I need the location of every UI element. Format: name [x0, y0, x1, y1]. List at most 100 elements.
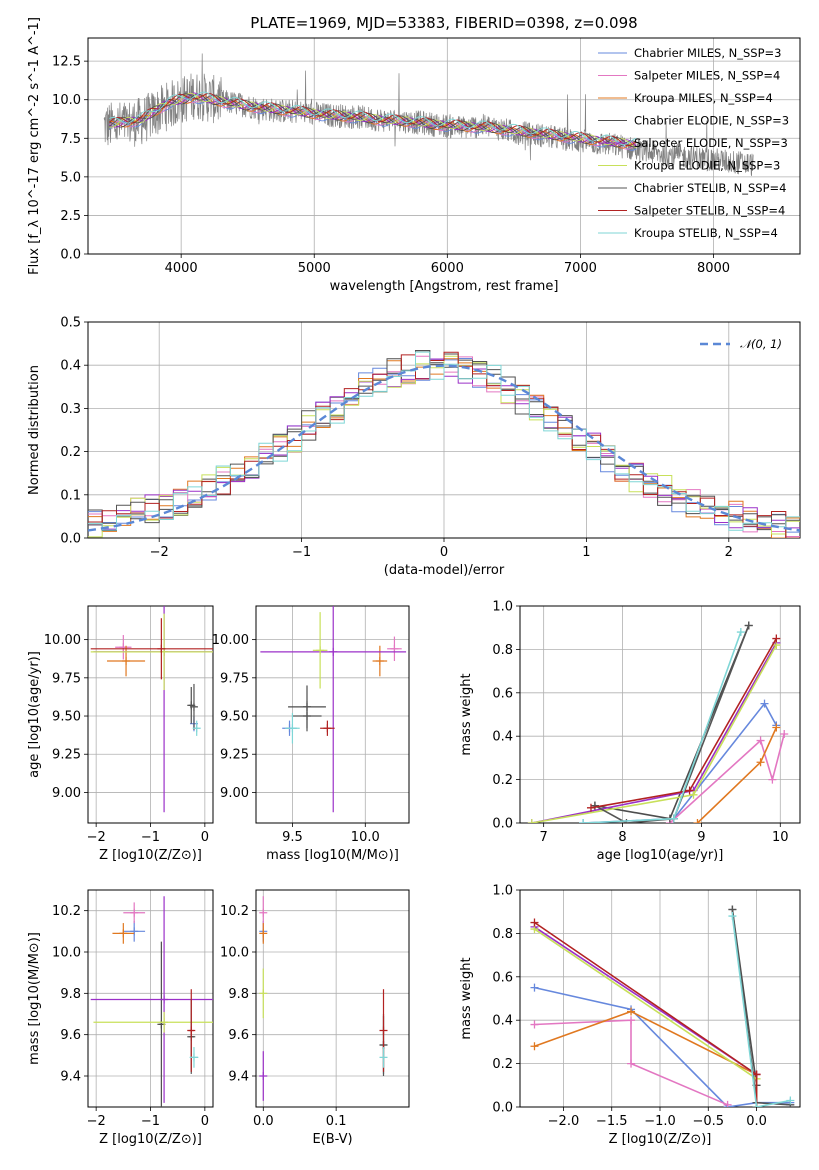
y-axis-label: mass weight: [459, 957, 474, 1039]
data-point: [259, 989, 268, 998]
data-point: [316, 646, 325, 655]
y-tick-label: 0.6: [492, 970, 513, 985]
y-axis-label: Normed distribution: [27, 365, 42, 495]
y-tick-label: 0.0: [60, 248, 81, 263]
data-point: [303, 712, 311, 721]
weight-marker: [689, 790, 698, 799]
x-tick-label: 0: [201, 830, 209, 845]
data-point: [130, 927, 139, 936]
x-tick-label: 5000: [298, 261, 331, 276]
x-axis-label: Z [log10(Z/Z⊙)]: [99, 848, 202, 863]
y-tick-label: 9.6: [228, 1028, 249, 1043]
weight-marker: [728, 912, 737, 921]
axes-frame: [87, 889, 214, 1108]
y-tick-label: 0.4: [492, 1014, 513, 1029]
y-tick-label: 10.0: [52, 93, 81, 108]
y-tick-label: 9.8: [228, 987, 249, 1002]
x-tick-label: 2: [725, 545, 733, 560]
data-point: [130, 908, 139, 917]
x-axis-label: Z [log10(Z/Z⊙)]: [609, 1132, 712, 1147]
axes-frame: [255, 889, 410, 1108]
legend-label-8: Kroupa STELIB, N_SSP=4: [634, 226, 778, 240]
weight-marker: [627, 1059, 636, 1068]
weight-line-8: [731, 915, 791, 1107]
plot-area: [103, 53, 754, 176]
y-tick-label: 9.25: [220, 748, 249, 763]
weight-marker: [530, 983, 539, 992]
weight-marker: [627, 1016, 636, 1025]
weight-marker: [530, 918, 539, 927]
y-tick-label: 9.75: [220, 671, 249, 686]
legend-label-6: Chabrier STELIB, N_SSP=4: [634, 181, 786, 195]
x-tick-label: 7000: [564, 261, 597, 276]
data-point: [259, 1072, 268, 1080]
weight-marker: [723, 1100, 732, 1107]
data-point: [323, 724, 332, 733]
legend-label-5: Kroupa ELODIE, N_SSP=3: [634, 159, 780, 173]
x-tick-label: −2: [150, 545, 169, 560]
weight-marker: [527, 819, 536, 823]
y-tick-label: 0.3: [60, 402, 81, 417]
panel-mass-vs-EBV: 0.0 0.1 9.4 9.6 9.8 10.0 10.2 E(B-V): [220, 889, 410, 1147]
weight-line-2: [534, 1010, 758, 1107]
y-tick-label: 9.75: [52, 671, 81, 686]
data-point: [160, 1018, 169, 1027]
panel-age-vs-Z: −2 −1 0 9.00 9.25 9.50 9.75 10.00 Z [log10(Z/Z⊙)…: [27, 605, 214, 863]
axes-frame: [255, 605, 410, 824]
weight-marker: [579, 819, 588, 823]
data-point: [192, 724, 201, 733]
x-tick-label: 1: [582, 545, 590, 560]
weight-line-4: [534, 926, 758, 1107]
data-point: [119, 929, 128, 938]
weight-marker: [530, 1020, 539, 1029]
x-tick-label: 6000: [431, 261, 464, 276]
legend-label-1: Salpeter MILES, N_SSP=4: [634, 69, 780, 83]
weight-marker: [586, 803, 595, 812]
x-tick-label: −2: [87, 1114, 106, 1129]
x-tick-label: −1: [141, 830, 160, 845]
y-tick-label: 9.00: [52, 786, 81, 801]
y-tick-label: 0.4: [492, 730, 513, 745]
axes-frame: [87, 605, 214, 824]
x-tick-label: 10: [772, 830, 789, 845]
y-tick-label: 9.4: [228, 1070, 249, 1085]
figure-title: PLATE=1969, MJD=53383, FIBERID=0398, z=0…: [250, 14, 637, 32]
data-point: [189, 1053, 198, 1062]
observed-spectrum: [103, 53, 754, 176]
y-tick-label: 12.5: [52, 55, 81, 70]
panel-age-vs-mass: 9.5 10.0 9.00 9.25 9.50 9.75 10.00 mass [log10(…: [212, 605, 410, 863]
weight-marker: [768, 775, 777, 784]
x-tick-label: 0.0: [253, 1114, 274, 1129]
x-tick-label: 0: [440, 545, 448, 560]
x-axis-label: mass [log10(M/M⊙)]: [266, 848, 399, 863]
x-tick-label: 4000: [165, 261, 198, 276]
y-tick-label: 10.00: [44, 633, 81, 648]
axes-frame: [519, 605, 801, 824]
weight-marker: [752, 1070, 761, 1079]
x-tick-label: −1.5: [596, 1114, 628, 1129]
data-point: [187, 1026, 196, 1035]
y-tick-label: 0.5: [60, 316, 81, 331]
plot-area: [90, 606, 213, 813]
weight-marker: [756, 758, 765, 767]
x-axis-label: wavelength [Angstrom, rest frame]: [330, 279, 559, 294]
histogram-series-5: [88, 355, 800, 538]
y-tick-label: 10.0: [220, 946, 249, 961]
data-point: [379, 1026, 388, 1035]
data-point: [259, 908, 268, 917]
gaussian-curve: [88, 364, 800, 532]
panel-mass-weight-vs-age: 7 8 9 10 0.0 0.2 0.4 0.6 0.8 1.0 age [log10(age/yr…: [459, 600, 801, 863]
y-tick-label: 10.2: [52, 904, 81, 919]
weight-line-1: [669, 733, 785, 823]
panel-mass-weight-vs-Z: −2.0 −1.5 −1.0 −0.5 0.0 0.0 0.2 0.4 0.6 0.8 1.0 Z […: [459, 884, 801, 1147]
x-tick-label: 0.1: [326, 1114, 347, 1129]
weight-marker: [669, 814, 678, 823]
x-tick-label: 8: [618, 830, 626, 845]
data-point: [259, 929, 268, 938]
y-tick-label: 0.0: [492, 817, 513, 832]
y-tick-label: 9.00: [220, 786, 249, 801]
y-tick-label: 5.0: [60, 170, 81, 185]
weight-line-2: [696, 727, 778, 823]
weight-marker: [760, 699, 769, 708]
